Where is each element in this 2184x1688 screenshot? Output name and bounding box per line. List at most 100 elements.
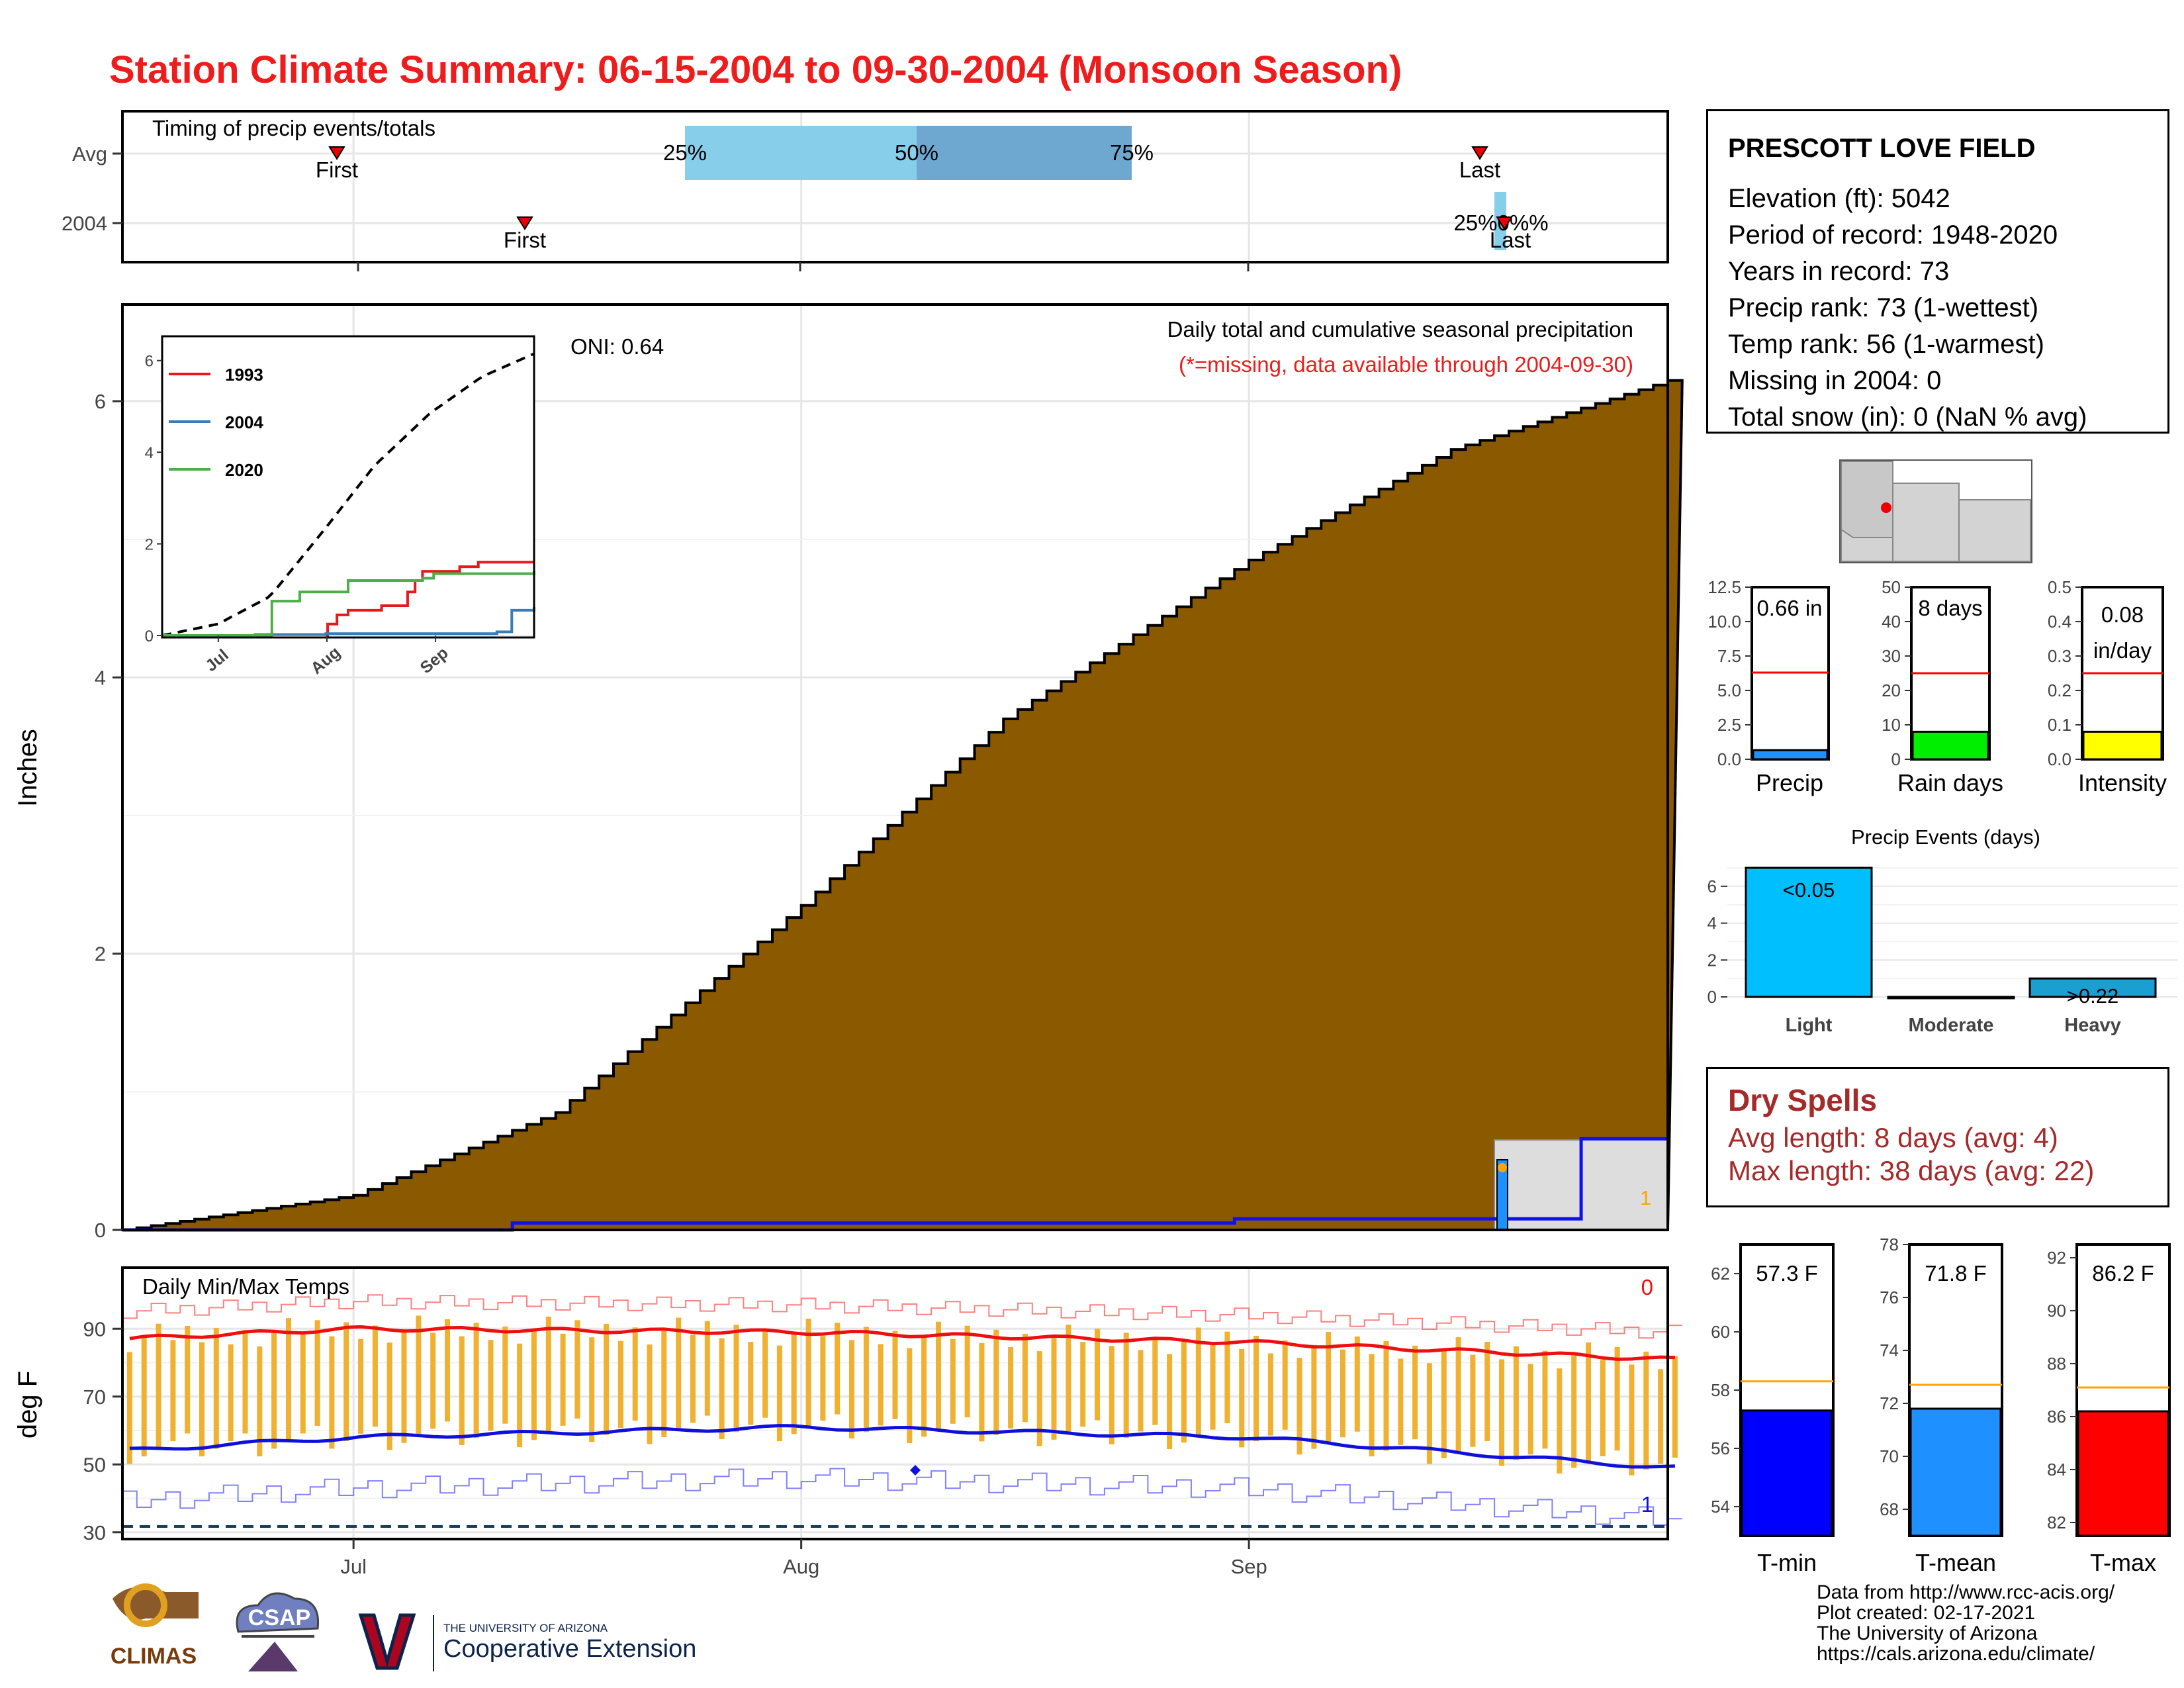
dry-spells-avg: Avg length: 8 days (avg: 4) xyxy=(1728,1122,2058,1153)
daily-temp-bar xyxy=(126,1352,132,1464)
daily-temp-bar xyxy=(1326,1332,1332,1443)
timing-avg-q25: 25% xyxy=(663,140,707,165)
temp-ytick-label: 90 xyxy=(83,1317,106,1340)
daily-temp-bar xyxy=(329,1336,335,1449)
daily-temp-bar xyxy=(1484,1342,1490,1441)
daily-temp-bar xyxy=(531,1330,537,1440)
temp-summary-tick-label: 72 xyxy=(1880,1393,1899,1413)
timing-avg-q75: 75% xyxy=(1110,140,1154,165)
daily-temp-bar xyxy=(1066,1325,1071,1434)
daily-temp-bar xyxy=(545,1317,551,1433)
daily-temp-bar xyxy=(719,1338,725,1439)
daily-temp-bar xyxy=(1253,1335,1259,1442)
temp-ytick-label: 30 xyxy=(83,1521,106,1544)
temp-summary-bar xyxy=(1909,1407,2002,1537)
summary-value-bar xyxy=(2082,730,2163,761)
station-info-box: PRESCOTT LOVE FIELD Elevation (ft): 5042… xyxy=(1706,109,2169,434)
daily-temp-bar xyxy=(473,1323,479,1438)
temp-summary-tick-label: 76 xyxy=(1880,1288,1899,1307)
summary-tick-label: 50 xyxy=(1882,577,1901,597)
missing-count-label: 1 xyxy=(1640,1186,1651,1209)
logos: CLIMAS CSAP THE UNIVERSITY OF ARIZONA Co… xyxy=(111,1583,696,1671)
daily-temp-bar xyxy=(1441,1350,1447,1458)
daily-temp-bar xyxy=(286,1318,291,1441)
timing-2004-first-label: First xyxy=(504,228,546,252)
daily-temp-bar xyxy=(1600,1360,1606,1456)
daily-temp-bar xyxy=(1036,1351,1042,1446)
ua-logo: THE UNIVERSITY OF ARIZONA Cooperative Ex… xyxy=(358,1613,696,1671)
raindays-bar-label: Rain days xyxy=(1897,769,2003,796)
daily-temp-bar xyxy=(300,1334,306,1434)
daily-temp-bar xyxy=(517,1343,523,1448)
coop-ext-text: Cooperative Extension xyxy=(443,1635,696,1663)
daily-temp-bar xyxy=(185,1325,191,1434)
summary-tick-label: 0.1 xyxy=(2048,715,2071,735)
daily-temp-bar xyxy=(459,1336,465,1445)
page-title: Station Climate Summary: 06-15-2004 to 0… xyxy=(109,48,1402,91)
events-bar xyxy=(1887,996,2015,1000)
daily-temp-bar xyxy=(589,1337,595,1442)
daily-temp-bar xyxy=(950,1338,956,1424)
climas-text: CLIMAS xyxy=(111,1644,197,1669)
summary-tick-label: 0.0 xyxy=(1717,749,1741,769)
summary-bars: 0.0 2.5 5.0 7.5 10.0 12.5 0 10 20 30 40 50 0.0 0.1 0.2… xyxy=(1707,577,2164,769)
daily-temp-bar xyxy=(647,1344,653,1444)
temp-summary-tick-label: 68 xyxy=(1880,1499,1899,1519)
timing-2004-first-marker xyxy=(516,216,533,230)
record-max-line xyxy=(122,1294,1682,1339)
events-bar-label-light: <0.05 xyxy=(1783,878,1835,902)
temp-ytick-label: 70 xyxy=(83,1385,106,1409)
daily-temp-bar xyxy=(704,1321,710,1416)
daily-temp-bar xyxy=(170,1340,176,1441)
daily-temp-bar xyxy=(1095,1329,1100,1421)
daily-temp-bar xyxy=(1354,1336,1360,1432)
daily-temp-bar xyxy=(156,1323,161,1449)
temp-summary-bar xyxy=(1741,1409,1833,1537)
temp-ylabel: deg F xyxy=(13,1371,42,1438)
events-tick-label: 6 xyxy=(1707,876,1717,896)
precip-bar-label: Precip xyxy=(1756,769,1823,796)
events-tick-label: 0 xyxy=(1707,987,1717,1007)
timing-panel: Timing of precip events/totals 25% 50% 7… xyxy=(62,110,1669,271)
main-ytick-label: 2 xyxy=(95,943,106,966)
daily-temp-bar xyxy=(502,1326,508,1424)
ua-small-text: THE UNIVERSITY OF ARIZONA xyxy=(443,1622,608,1634)
intensity-bar-value-2: in/day xyxy=(2093,638,2152,663)
daily-temp-bar xyxy=(979,1342,985,1442)
avg-min-line xyxy=(129,1424,1675,1469)
temp-summary-tick-label: 62 xyxy=(1711,1264,1730,1284)
precip-events-title: Precip Events (days) xyxy=(1851,825,2040,849)
summary-tick-label: 0.2 xyxy=(2048,680,2071,700)
summary-tick-label: 0.3 xyxy=(2048,646,2071,666)
daily-temp-bar xyxy=(1557,1368,1563,1474)
daily-temp-bar xyxy=(776,1345,782,1442)
events-cat-moderate: Moderate xyxy=(1909,1015,1994,1036)
daily-temp-bar xyxy=(1340,1349,1345,1438)
summary-tick-label: 0 xyxy=(1891,749,1901,769)
summary-tick-label: 2.5 xyxy=(1717,715,1741,735)
daily-temp-bar xyxy=(228,1344,234,1441)
summary-value-bar xyxy=(1911,730,1989,761)
tmean-label: T-mean xyxy=(1915,1549,1996,1576)
daily-temp-bar xyxy=(387,1342,392,1450)
intensity-bar-value-1: 0.08 xyxy=(2101,602,2144,627)
temp-summary-tick-label: 78 xyxy=(1880,1235,1899,1254)
record-min-line xyxy=(122,1468,1682,1526)
inset-ytick-label: 4 xyxy=(145,444,154,462)
timing-avg-first-marker xyxy=(328,146,345,160)
temp-summary-tick-label: 70 xyxy=(1880,1446,1899,1466)
tmin-label: T-min xyxy=(1757,1549,1817,1576)
daily-temp-bar xyxy=(617,1340,623,1428)
credit-url: https://cals.arizona.edu/climate/ xyxy=(1817,1643,2095,1665)
raindays-bar-value: 8 days xyxy=(1918,596,1982,620)
summary-labels: 0.66 in 8 days 0.08 in/day Precip Rain d… xyxy=(1756,596,2167,796)
daily-temp-bar xyxy=(1224,1331,1230,1423)
x-tick-label: Aug xyxy=(783,1555,819,1578)
daily-temp-bar xyxy=(936,1321,941,1430)
inset-legend-1993: 1993 xyxy=(225,365,263,385)
daily-temp-bar xyxy=(1297,1358,1302,1455)
temp-summary-tick-label: 84 xyxy=(2047,1460,2066,1479)
station-snow: Total snow (in): 0 (NaN % avg) xyxy=(1728,402,2087,432)
daily-temp-bar xyxy=(1658,1369,1664,1464)
summary-value-bar xyxy=(1752,749,1829,761)
